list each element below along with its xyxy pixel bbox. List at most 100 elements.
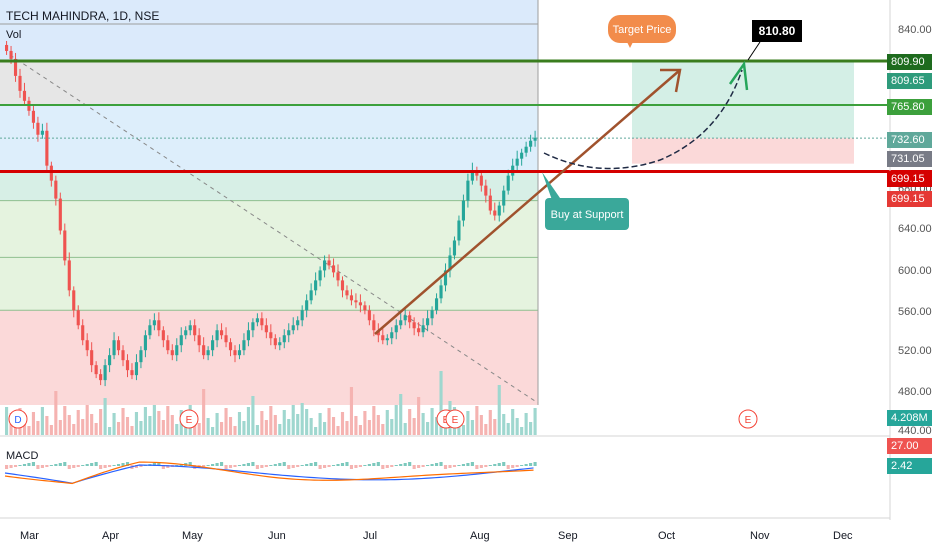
projection-curve — [543, 69, 743, 170]
macd-histogram-bar — [327, 465, 331, 467]
volume-bar — [484, 424, 488, 435]
macd-histogram-bar — [76, 465, 80, 467]
candle-body — [269, 332, 273, 339]
macd-histogram-bar — [139, 465, 143, 467]
candle-body — [99, 374, 103, 381]
macd-histogram-bar — [49, 465, 53, 466]
candle-body — [67, 260, 71, 291]
price-tick: 480.00 — [898, 386, 932, 398]
candle-body — [143, 335, 147, 351]
candle-body — [533, 137, 537, 141]
zone-top — [0, 0, 538, 62]
volume-bar — [345, 421, 349, 435]
candle-body — [358, 302, 362, 306]
price-badge: 809.90 — [887, 54, 932, 70]
volume-bar — [470, 420, 474, 435]
volume-bar — [31, 412, 36, 435]
volume-bar — [331, 417, 336, 435]
volume-bar — [224, 408, 228, 435]
candle-body — [426, 318, 430, 326]
buy-support-pointer — [542, 172, 560, 200]
candle-body — [278, 342, 282, 346]
price-tick: 560.00 — [898, 306, 932, 318]
volume-label: Vol — [6, 29, 22, 41]
candle-body — [72, 290, 76, 311]
macd-histogram-bar — [242, 464, 246, 466]
candle-body — [197, 335, 201, 346]
candle-body — [134, 362, 139, 376]
volume-bar — [27, 426, 31, 435]
candle-body — [327, 260, 331, 266]
volume-bar — [403, 423, 407, 435]
macd-histogram-bar — [318, 465, 322, 469]
volume-bar — [215, 413, 219, 435]
candle-body — [291, 325, 295, 331]
volume-bar — [367, 420, 371, 435]
candle-body — [421, 325, 425, 333]
macd-histogram-bar — [305, 464, 309, 466]
candle-body — [381, 335, 385, 341]
macd-histogram-bar — [233, 465, 237, 467]
candle-body — [116, 340, 121, 351]
event-marker-label: E — [452, 415, 459, 426]
volume-bar — [161, 420, 165, 435]
candle-body — [264, 325, 268, 333]
macd-histogram-bar — [439, 462, 443, 466]
macd-histogram-bar — [121, 463, 125, 466]
volume-bar — [511, 409, 515, 435]
macd-histogram-bar — [493, 464, 497, 466]
candle-body — [202, 345, 206, 356]
macd-histogram-bar — [358, 465, 362, 467]
macd-histogram-bar — [448, 465, 452, 468]
macd-histogram-bar — [202, 465, 206, 467]
candle-body — [224, 335, 228, 343]
candle-body — [130, 370, 134, 376]
time-tick: Jun — [268, 530, 286, 542]
macd-histogram-bar — [394, 465, 398, 466]
volume-bar — [493, 419, 497, 435]
macd-histogram-bar — [403, 463, 407, 466]
macd-histogram-bar — [264, 465, 268, 467]
volume-bar — [233, 426, 237, 435]
macd-histogram-bar — [296, 465, 300, 467]
candle-body — [112, 340, 116, 356]
volume-bar — [412, 418, 416, 435]
price-badge: 699.15 — [887, 191, 932, 207]
volume-bar — [246, 407, 251, 435]
volume-bar — [45, 416, 49, 435]
candle-body — [515, 158, 519, 166]
candle-body — [5, 44, 9, 51]
projection-arrowhead — [728, 60, 749, 91]
candle-body — [345, 290, 349, 296]
macd-histogram-bar — [63, 462, 67, 466]
candle-body — [296, 320, 300, 326]
macd-histogram-bar — [408, 462, 412, 466]
volume-bar — [72, 424, 76, 435]
candle-body — [466, 180, 470, 201]
macd-histogram-bar — [524, 464, 528, 466]
volume-bar — [157, 411, 161, 435]
candle-body — [354, 300, 358, 303]
candle-body — [475, 170, 479, 176]
volume-bar — [502, 414, 506, 435]
price-badge: 765.80 — [887, 99, 932, 115]
time-tick: Dec — [833, 530, 853, 542]
volume-bar — [426, 422, 430, 435]
candle-body — [36, 122, 40, 135]
candle-body — [340, 280, 345, 291]
volume-bar — [381, 424, 385, 435]
volume-bar — [211, 427, 215, 435]
candle-body — [22, 90, 27, 101]
candle-body — [363, 305, 367, 311]
volume-bar — [255, 425, 259, 435]
macd-histogram-bar — [533, 462, 537, 466]
macd-histogram-bar — [90, 463, 94, 466]
volume-bar — [170, 415, 174, 435]
macd-histogram-bar — [484, 465, 488, 467]
time-tick: Jul — [363, 530, 378, 542]
volume-bar — [273, 415, 277, 435]
price-badge: 2.42 — [887, 458, 932, 474]
macd-histogram-bar — [529, 463, 533, 466]
macd-histogram-bar — [511, 465, 515, 468]
macd-histogram-bar — [520, 465, 524, 466]
